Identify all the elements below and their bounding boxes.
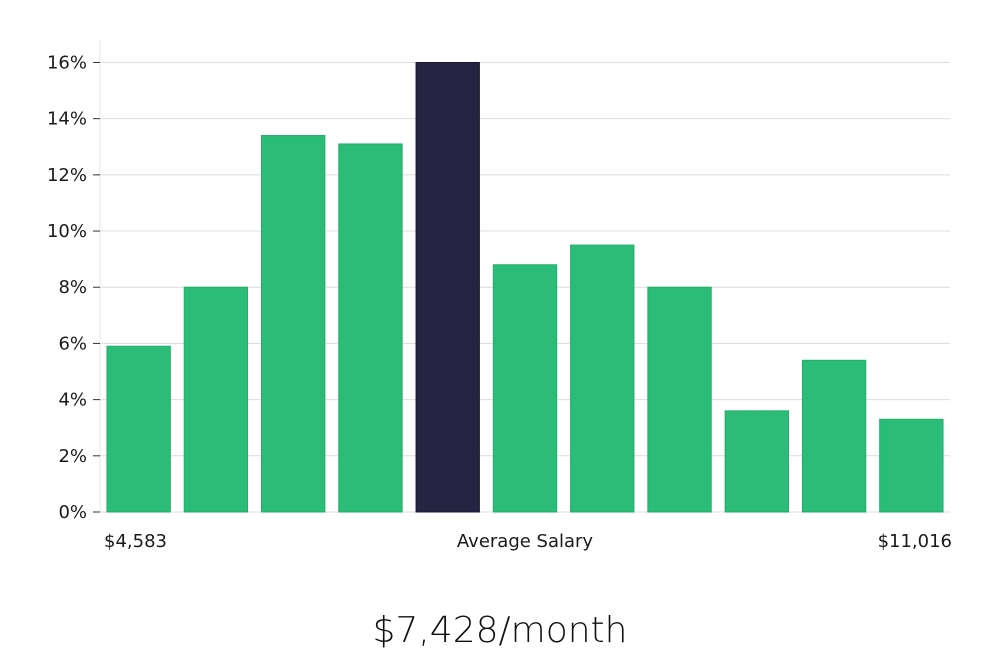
bar bbox=[879, 418, 944, 513]
y-tick-label: 4% bbox=[58, 390, 87, 411]
bar bbox=[570, 244, 635, 513]
bar bbox=[492, 264, 558, 513]
bar bbox=[724, 410, 789, 513]
y-tick-label: 10% bbox=[47, 221, 87, 242]
bar bbox=[106, 345, 171, 513]
bar-average-bin bbox=[415, 61, 480, 513]
average-salary-value: $7,428/month bbox=[372, 610, 628, 651]
y-tick-label: 14% bbox=[47, 109, 87, 130]
x-label-center: Average Salary bbox=[457, 531, 594, 552]
x-label-min: $4,583 bbox=[104, 531, 167, 552]
bar bbox=[261, 135, 326, 513]
bars bbox=[106, 61, 944, 513]
y-tick-label: 8% bbox=[58, 277, 87, 298]
salary-distribution-chart: 0% 2% 4% 6% 8% 10% 12% 14% 16% $4,583 Average Sa… bbox=[47, 40, 952, 552]
y-axis: 0% 2% 4% 6% 8% 10% 12% 14% 16% bbox=[47, 40, 101, 523]
x-label-max: $11,016 bbox=[878, 531, 952, 552]
bar bbox=[801, 359, 867, 513]
bar bbox=[647, 286, 712, 513]
y-tick-label: 16% bbox=[47, 52, 87, 73]
bar bbox=[183, 286, 249, 513]
y-tick-label: 6% bbox=[58, 333, 87, 354]
y-tick-label: 0% bbox=[58, 502, 87, 523]
y-tick-label: 12% bbox=[47, 165, 87, 186]
y-tick-label: 2% bbox=[58, 446, 87, 467]
bar bbox=[338, 143, 403, 513]
